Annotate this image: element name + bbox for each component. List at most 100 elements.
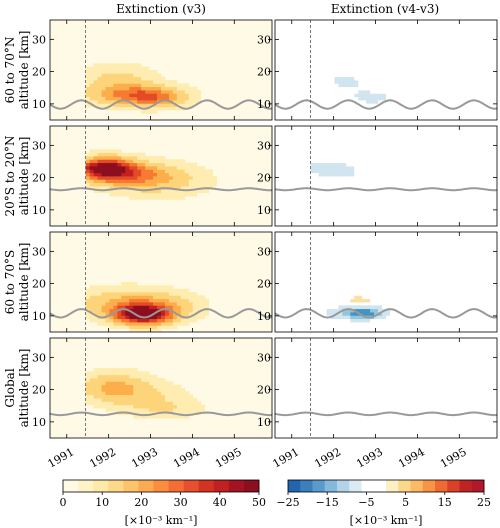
field-cell (157, 292, 162, 296)
field-cell (145, 66, 150, 71)
field-cell (164, 298, 170, 303)
field-cell (109, 182, 114, 187)
field-cell (85, 388, 91, 392)
field-cell (338, 159, 343, 164)
field-cell (161, 182, 166, 187)
field-cell (378, 96, 383, 101)
colorbar-right-segment (312, 480, 326, 492)
field-cell (366, 169, 371, 174)
field-cell (133, 374, 138, 379)
field-cell (157, 83, 162, 88)
field-cell (318, 388, 323, 392)
y-tick-label: 10 (32, 310, 46, 323)
field-cell (362, 312, 367, 316)
field-cell (172, 182, 178, 187)
field-cell (133, 70, 138, 74)
colorbar-left-segment (183, 480, 199, 492)
field-cell (354, 83, 359, 88)
field-cell (164, 93, 170, 98)
field-cell (192, 401, 198, 406)
field-cell (113, 176, 118, 180)
field-cell (188, 100, 194, 104)
field-cell (161, 404, 166, 409)
field-cell (188, 93, 194, 98)
field-cell (362, 202, 367, 207)
field-cell (137, 398, 142, 402)
field-cell (342, 295, 347, 300)
field-cell (137, 295, 142, 300)
field-cell (374, 199, 379, 204)
field-cell (149, 196, 154, 200)
field-cell (89, 378, 94, 382)
field-cell (89, 182, 94, 187)
field-cell (141, 176, 146, 180)
field-cell (149, 110, 154, 114)
field-cell (168, 196, 174, 200)
field-cell (153, 100, 158, 104)
field-cell (117, 292, 122, 296)
field-cell (145, 322, 150, 326)
field-cell (184, 308, 190, 313)
field-cell (386, 414, 391, 419)
field-cell (192, 169, 198, 174)
field-cell (172, 394, 178, 399)
field-cell (168, 391, 174, 396)
field-cell (358, 73, 363, 78)
field-cell (89, 292, 94, 296)
field-cell (168, 384, 174, 389)
field-cell (89, 302, 94, 306)
field-cell (366, 176, 371, 180)
field-cell (386, 90, 391, 94)
field-cell (350, 162, 355, 167)
field-cell (121, 172, 126, 177)
field-cell (145, 381, 150, 386)
field-cell (164, 159, 170, 164)
field-cell (208, 176, 213, 180)
field-cell (93, 391, 98, 396)
field-cell (153, 189, 158, 194)
field-cell (370, 96, 375, 101)
field-cell (105, 381, 110, 386)
field-cell (153, 176, 158, 180)
field-cell (129, 70, 134, 74)
field-cell (314, 199, 319, 204)
field-cell (129, 166, 134, 170)
field-cell (168, 318, 174, 323)
field-cell (97, 66, 102, 71)
field-cell (145, 384, 150, 389)
field-cell (97, 368, 102, 372)
field-cell (137, 156, 142, 160)
tropopause-line (49, 411, 273, 417)
field-cell (374, 295, 379, 300)
field-cell (342, 76, 347, 81)
field-cell (105, 401, 110, 406)
field-cell (109, 298, 114, 303)
field-cell (113, 80, 118, 84)
field-cell (322, 169, 327, 174)
panel-frame (49, 19, 273, 121)
field-cell (97, 404, 102, 409)
field-cell (121, 103, 126, 108)
field-cell (101, 176, 106, 180)
field-cell (200, 169, 205, 174)
field-cell (184, 86, 190, 91)
field-cell (168, 325, 174, 330)
field-cell (141, 308, 146, 313)
field-cell (184, 318, 190, 323)
field-cell (109, 63, 114, 68)
field-cell (129, 90, 134, 94)
field-cell (330, 202, 335, 207)
field-cell (176, 302, 182, 306)
field-cell (342, 169, 347, 174)
field-cell (109, 156, 114, 160)
field-cell (342, 206, 347, 210)
field-cell (125, 152, 130, 157)
field-cell (346, 275, 351, 280)
field-cell (358, 199, 363, 204)
field-cell (137, 182, 142, 187)
field-cell (117, 378, 122, 382)
field-cell (149, 96, 154, 101)
field-cell (314, 162, 319, 167)
field-cell (342, 159, 347, 164)
